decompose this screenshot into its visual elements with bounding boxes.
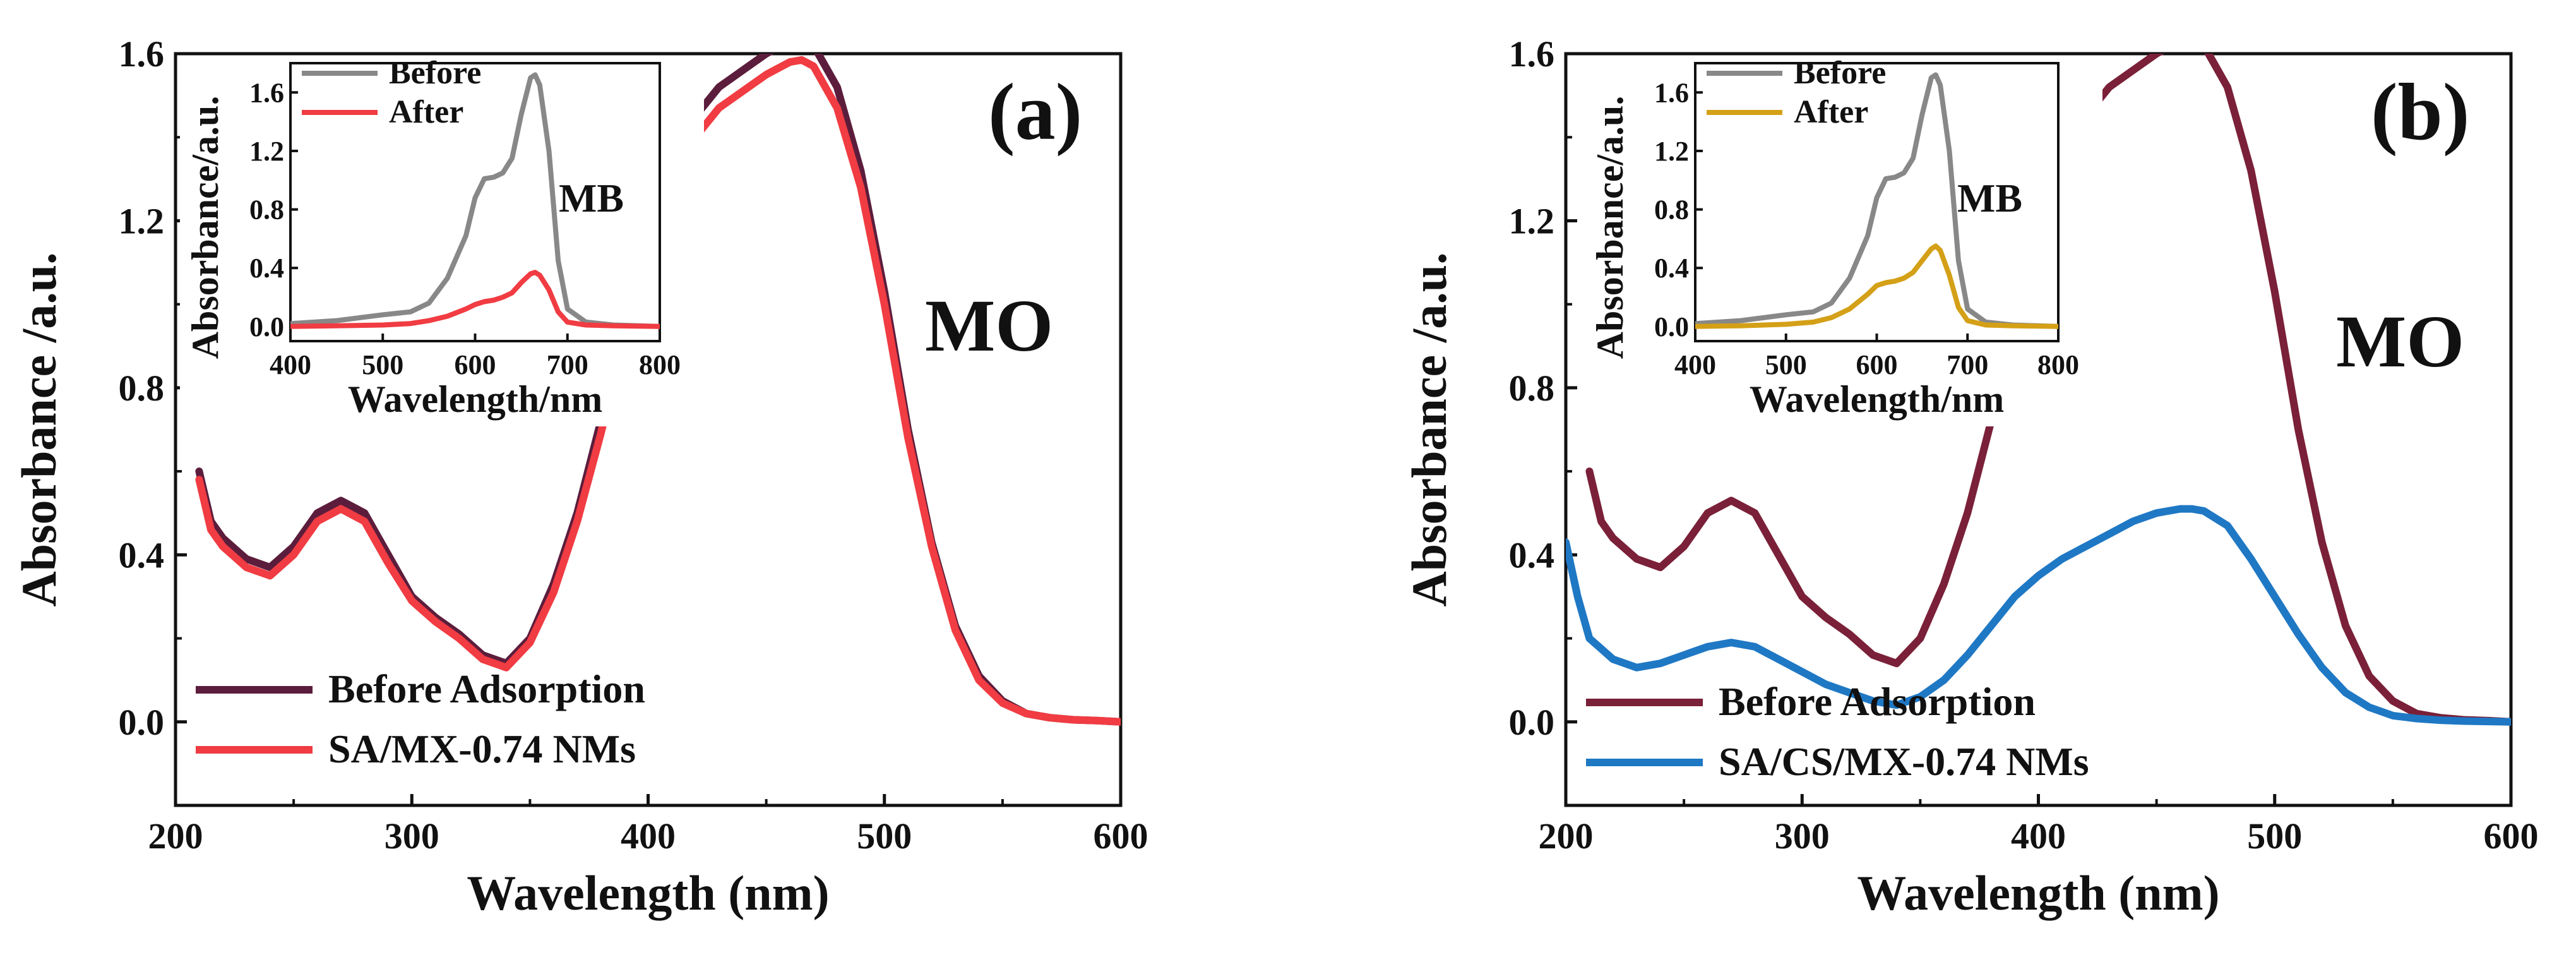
inset-legend-label-2: After <box>389 94 463 130</box>
legend-label-2: SA/CS/MX-0.74 NMs <box>1719 739 2089 784</box>
inset-series-group <box>290 72 660 329</box>
dye-label: MO <box>925 284 1053 367</box>
x-tick-label: 500 <box>2247 816 2302 857</box>
inset-x-tick-label: 500 <box>1765 349 1807 380</box>
x-tick-label: 400 <box>621 816 676 857</box>
inset-dye-label: MB <box>559 176 624 220</box>
inset-x-tick-label: 600 <box>455 349 496 380</box>
x-tick-label: 400 <box>2011 816 2066 857</box>
x-tick-label: 200 <box>148 816 203 857</box>
inset-series-line-1 <box>290 72 660 329</box>
x-tick-label: 600 <box>2484 816 2539 857</box>
inset-y-tick-label: 1.2 <box>249 136 284 167</box>
x-axis-title: Wavelength (nm) <box>467 865 829 920</box>
series-line-2 <box>1566 505 2511 726</box>
inset-x-tick-label: 700 <box>547 349 588 380</box>
y-tick-label: 0.4 <box>1509 534 1555 575</box>
x-tick-label: 500 <box>857 816 912 857</box>
inset-y-tick-label: 0.8 <box>249 195 284 226</box>
y-tick-label: 0.8 <box>119 368 165 409</box>
panel-label: (b) <box>2371 67 2469 157</box>
inset-y-tick-label: 0.0 <box>249 311 284 342</box>
panel-a: 200 300 400 500 600 0.0 0.4 0.8 1.2 1.6 Wavelength… <box>11 33 1148 920</box>
y-tick-label: 1.6 <box>119 33 165 75</box>
inset-y-tick-label: 1.2 <box>1654 136 1689 167</box>
y-tick-label: 0.0 <box>1509 702 1555 743</box>
inset-x-tick-label: 800 <box>639 349 681 380</box>
legend-label-2: SA/MX-0.74 NMs <box>328 726 636 771</box>
inset-background <box>1585 57 2102 426</box>
y-axis-title: Absorbance /a.u. <box>1402 252 1457 606</box>
y-tick-label: 0.4 <box>119 534 165 575</box>
inset-y-tick-label: 1.6 <box>249 77 284 108</box>
inset-x-tick-label: 700 <box>1947 349 1988 380</box>
inset-x-tick-label: 500 <box>362 349 403 380</box>
inset-y-tick-label: 1.6 <box>1654 77 1689 108</box>
legend-label-1: Before Adsorption <box>328 666 645 711</box>
dye-label: MO <box>2336 300 2464 383</box>
inset-x-axis-title: Wavelength/nm <box>1750 378 2004 420</box>
x-tick-label: 200 <box>1539 816 1594 857</box>
inset-x-tick-label: 400 <box>270 349 311 380</box>
x-axis-title: Wavelength (nm) <box>1857 865 2219 920</box>
y-tick-label: 1.2 <box>1509 200 1555 241</box>
inset-series-line-2 <box>290 270 660 329</box>
inset-x-axis-title: Wavelength/nm <box>348 378 602 420</box>
x-tick-label: 300 <box>385 816 439 857</box>
inset-y-axis-title: Absorbance/a.u. <box>184 96 226 359</box>
inset-series-line-2 <box>1695 243 2058 329</box>
y-tick-label: 0.8 <box>1509 368 1555 409</box>
inset-x-tick-label: 600 <box>1856 349 1898 380</box>
inset-x-tick-label: 800 <box>2037 349 2079 380</box>
y-axis-title: Absorbance /a.u. <box>11 252 66 606</box>
inset-dye-label: MB <box>1957 176 2022 220</box>
y-tick-label: 1.6 <box>1509 33 1555 75</box>
inset-series-group <box>1695 72 2058 329</box>
inset-series-line-1 <box>1695 72 2058 329</box>
inset-y-tick-label: 0.4 <box>1654 253 1689 284</box>
x-tick-label: 600 <box>1094 816 1148 857</box>
panel-b: 200 300 400 500 600 0.0 0.4 0.8 1.2 1.6 Wavelength… <box>1402 33 2539 920</box>
inset-legend-label-1: Before <box>1794 55 1886 91</box>
y-tick-label: 1.2 <box>119 200 165 241</box>
legend-label-1: Before Adsorption <box>1719 679 2036 724</box>
inset-legend-label-1: Before <box>389 55 481 91</box>
inset-legend-label-2: After <box>1794 94 1868 130</box>
inset-background <box>180 57 704 426</box>
inset-y-tick-label: 0.4 <box>249 253 284 284</box>
x-tick-label: 300 <box>1775 816 1830 857</box>
y-tick-label: 0.0 <box>119 702 165 743</box>
inset-y-tick-label: 0.0 <box>1654 311 1689 342</box>
inset-x-tick-label: 400 <box>1674 349 1716 380</box>
inset-y-axis-title: Absorbance/a.u. <box>1589 96 1631 359</box>
inset-y-tick-label: 0.8 <box>1654 195 1689 226</box>
panel-label: (a) <box>988 67 1082 157</box>
